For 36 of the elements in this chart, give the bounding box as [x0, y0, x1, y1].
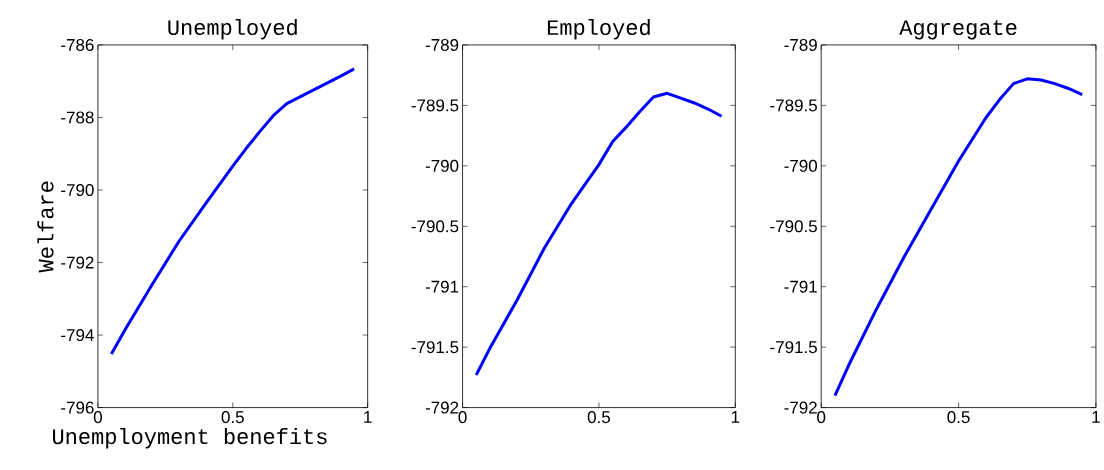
chart-title: Aggregate: [899, 20, 1017, 40]
x-tick-label: 0.5: [947, 411, 970, 424]
x-tick-label: 0: [817, 411, 826, 424]
y-tick-label: -792: [425, 401, 459, 414]
y-tick-label: -791: [784, 280, 817, 293]
y-tick-label: -790.5: [411, 220, 459, 233]
y-tick-label: -789: [784, 39, 817, 52]
x-tick-label: 1: [1092, 411, 1100, 424]
y-tick-label: -791.5: [770, 341, 817, 354]
chart-title: Employed: [547, 19, 650, 40]
line-series: [474, 92, 724, 377]
y-tick-label: -791.5: [411, 341, 459, 354]
y-tick-label: -790: [61, 184, 94, 197]
chart-title: Unemployed: [168, 19, 297, 40]
y-tick-label: -792: [784, 401, 817, 414]
y-tick-label: -794: [61, 329, 94, 342]
y-tick-label: -790: [784, 160, 818, 173]
y-tick-label: -796: [61, 401, 94, 414]
y-tick-label: -789: [425, 39, 459, 52]
y-tick-label: -790.5: [770, 220, 817, 233]
y-tick-label: -789.5: [411, 99, 459, 112]
x-tick-label: 0.5: [221, 411, 244, 424]
x-tick-label: 0: [93, 411, 102, 424]
y-tick-label: -786: [61, 39, 94, 52]
y-tick-label: -791: [425, 280, 459, 293]
x-tick-label: 0.5: [587, 411, 611, 424]
y-tick-label: -789.5: [770, 99, 817, 112]
x-tick-label: 1: [364, 411, 372, 424]
line-series: [109, 67, 356, 356]
y-tick-label: -790: [425, 160, 459, 173]
y-axis-title: Welfare: [37, 181, 54, 273]
y-tick-label: -792: [61, 256, 94, 269]
x-tick-label: 1: [731, 411, 740, 424]
y-tick-label: -788: [61, 111, 94, 124]
x-tick-label: 0: [458, 411, 467, 424]
x-axis-title: Unemployment benefits: [53, 428, 327, 449]
